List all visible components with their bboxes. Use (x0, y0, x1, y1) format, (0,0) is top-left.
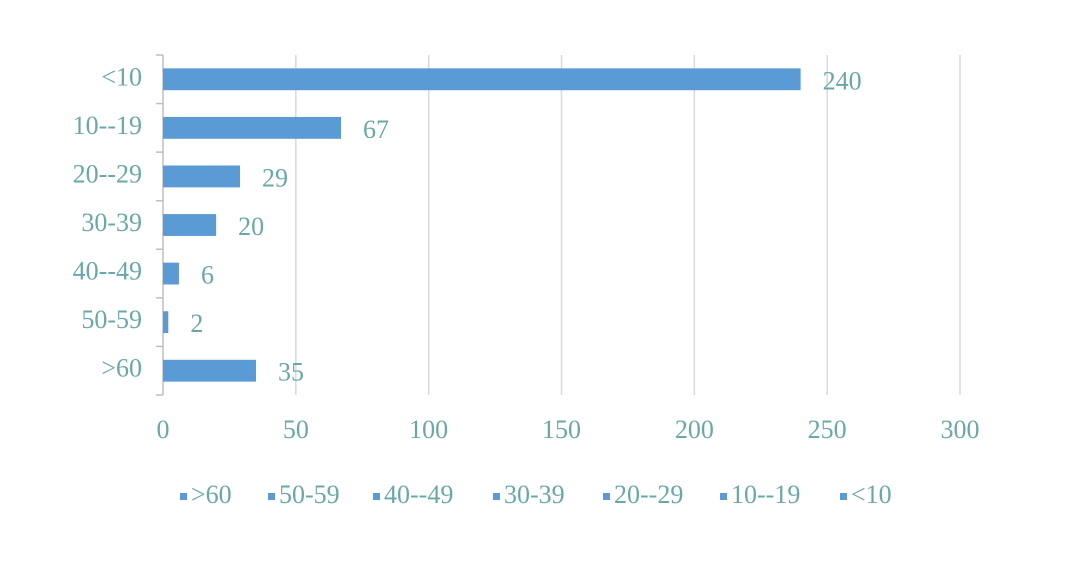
y-tick-label: 30-39 (81, 208, 142, 237)
x-tick-label: 50 (283, 415, 309, 444)
x-tick-label: 250 (808, 415, 847, 444)
legend-swatch (840, 493, 847, 500)
bar (163, 68, 801, 91)
legend-label: <10 (851, 480, 892, 509)
legend-swatch (268, 493, 275, 500)
data-label: 6 (201, 261, 214, 290)
bar (163, 165, 241, 188)
x-tick-label: 300 (941, 415, 980, 444)
x-tick-label: 0 (157, 415, 170, 444)
legend-swatch (180, 493, 187, 500)
bar (163, 116, 341, 139)
legend-label: 20--29 (614, 480, 683, 509)
x-tick-label: 100 (409, 415, 448, 444)
y-tick-label: 40--49 (73, 257, 142, 286)
y-tick-label: 50-59 (81, 305, 142, 334)
bar (163, 311, 169, 334)
y-tick-label: 20--29 (73, 159, 142, 188)
y-tick-label: >60 (101, 354, 142, 383)
data-label: 20 (238, 212, 264, 241)
data-label: 67 (363, 115, 389, 144)
data-label: 35 (278, 358, 304, 387)
legend-swatch (603, 493, 610, 500)
legend-swatch (373, 493, 380, 500)
legend-label: 40--49 (384, 480, 453, 509)
bar (163, 359, 256, 382)
legend-label: 10--19 (731, 480, 800, 509)
bar (163, 214, 217, 236)
y-tick-label: <10 (101, 62, 142, 91)
y-tick-label: 10--19 (73, 111, 142, 140)
legend-label: 50-59 (279, 480, 340, 509)
legend-label: 30-39 (504, 480, 565, 509)
x-tick-label: 150 (542, 415, 581, 444)
legend-swatch (493, 493, 500, 500)
x-tick-label: 200 (675, 415, 714, 444)
legend-swatch (720, 493, 727, 500)
data-label: 240 (823, 66, 862, 95)
bar (163, 262, 179, 285)
legend-label: >60 (191, 480, 232, 509)
data-label: 29 (262, 163, 288, 192)
data-label: 2 (190, 309, 203, 338)
